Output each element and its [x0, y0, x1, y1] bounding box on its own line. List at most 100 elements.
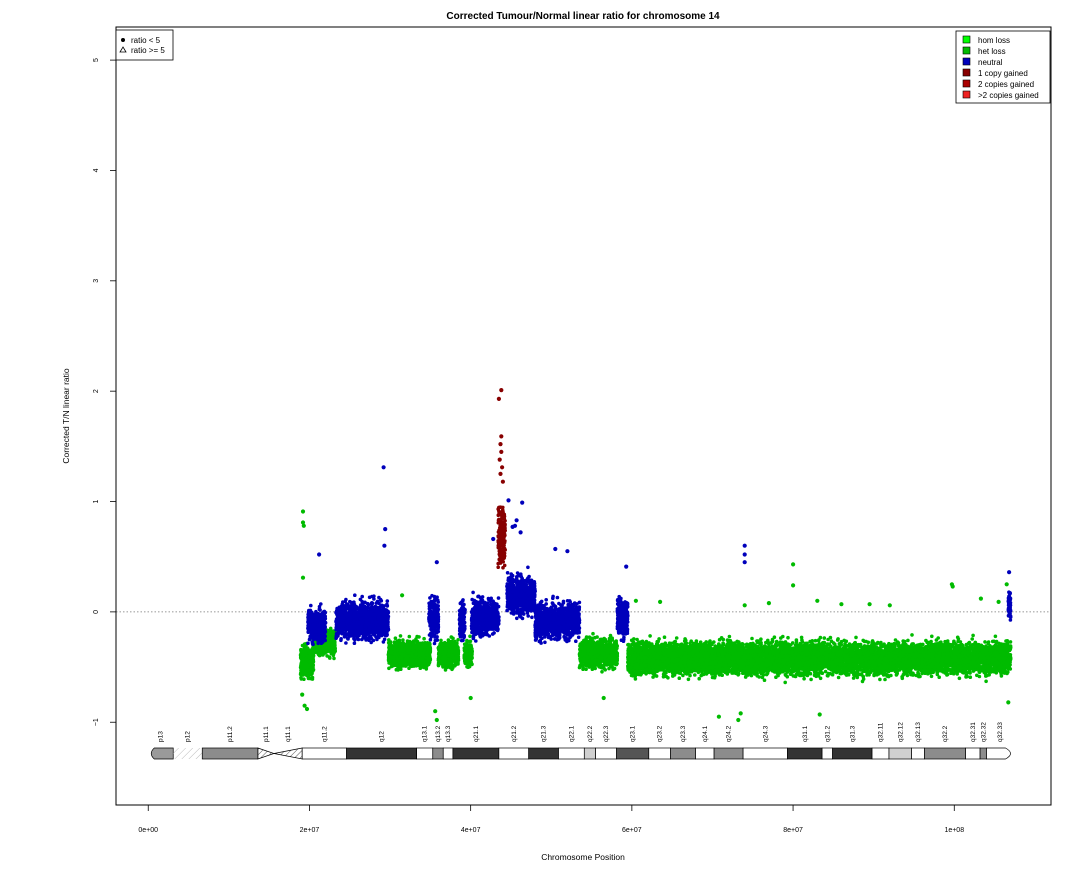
data-point [410, 652, 414, 656]
data-point [421, 657, 425, 661]
data-point [388, 646, 392, 650]
data-point [587, 649, 591, 653]
data-point [399, 634, 403, 638]
data-point [332, 650, 336, 654]
data-point [419, 666, 423, 670]
data-point [401, 638, 405, 642]
data-point [604, 639, 608, 643]
data-point [578, 664, 582, 668]
data-point [456, 646, 460, 650]
data-point [331, 647, 335, 651]
data-point [451, 650, 455, 654]
data-point [588, 641, 592, 645]
data-point [585, 640, 589, 644]
data-point [589, 662, 593, 666]
data-point [463, 659, 467, 663]
data-point [397, 657, 401, 661]
data-point [423, 641, 427, 645]
data-point [596, 640, 600, 644]
data-point [612, 645, 616, 649]
data-point [467, 664, 471, 668]
data-point [422, 637, 426, 641]
data-point [449, 655, 453, 659]
data-point [419, 643, 423, 647]
data-point [591, 656, 595, 660]
data-point [424, 660, 428, 664]
data-point [403, 649, 407, 653]
data-point [312, 654, 316, 658]
data-point [648, 634, 652, 638]
data-point [395, 668, 399, 672]
data-point [606, 657, 610, 661]
data-point [463, 649, 467, 653]
data-point [466, 660, 470, 664]
data-point [449, 658, 453, 662]
data-point [587, 652, 591, 656]
data-point [391, 661, 395, 665]
data-point [324, 650, 328, 654]
data-point [605, 645, 609, 649]
data-point [590, 637, 594, 641]
data-point [301, 656, 305, 660]
data-point [304, 653, 308, 657]
data-point [600, 643, 604, 647]
data-point [584, 667, 588, 671]
data-point [929, 640, 933, 644]
data-point [616, 655, 620, 659]
data-point [600, 670, 604, 674]
data-point [781, 635, 785, 639]
data-point [441, 661, 445, 665]
data-point [814, 639, 818, 643]
data-point [299, 671, 303, 675]
data-point [464, 644, 468, 648]
data-point [600, 656, 604, 660]
data-point [313, 649, 317, 653]
data-point [304, 658, 308, 662]
data-point [635, 638, 639, 642]
data-point [602, 666, 606, 670]
data-point [597, 658, 601, 662]
data-point [304, 666, 308, 670]
data-point [300, 677, 304, 681]
data-point [428, 651, 432, 655]
data-point [454, 656, 458, 660]
data-point [299, 650, 303, 654]
data-point [448, 666, 452, 670]
data-point [427, 663, 431, 667]
data-point [425, 653, 429, 657]
data-point [412, 642, 416, 646]
data-point [389, 640, 393, 644]
data-point [578, 653, 582, 657]
data-point [443, 651, 447, 655]
data-point [443, 646, 447, 650]
data-point [412, 646, 416, 650]
data-point [325, 646, 329, 650]
data-point [332, 657, 336, 661]
data-point [580, 657, 584, 661]
data-point [305, 649, 309, 653]
data-point [449, 646, 453, 650]
data-point [454, 663, 458, 667]
data-point [593, 636, 597, 640]
data-point [412, 655, 416, 659]
data-point [390, 655, 394, 659]
data-point [415, 635, 419, 639]
data-point [456, 638, 460, 642]
data-point [406, 658, 410, 662]
data-point [585, 660, 589, 664]
data-point [416, 652, 420, 656]
data-point [610, 648, 614, 652]
data-point [590, 650, 594, 654]
data-point [425, 667, 429, 671]
data-point [837, 676, 841, 680]
data-point [409, 646, 413, 650]
data-point [423, 649, 427, 653]
data-point [408, 635, 412, 639]
data-point [579, 646, 583, 650]
data-point [591, 632, 595, 636]
data-point [596, 649, 600, 653]
data-point [300, 662, 304, 666]
data-point [451, 637, 455, 641]
data-point [428, 642, 432, 646]
